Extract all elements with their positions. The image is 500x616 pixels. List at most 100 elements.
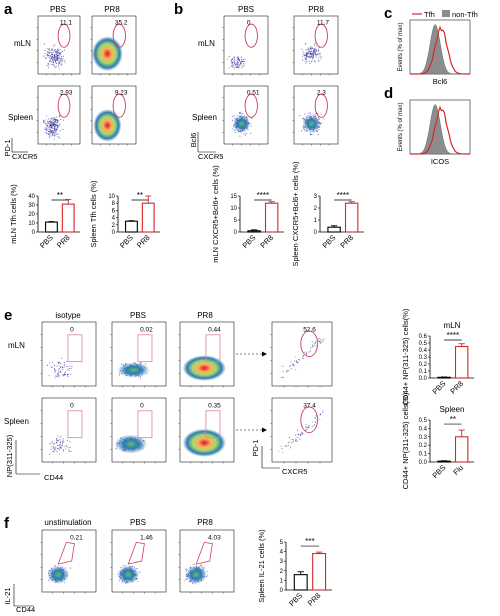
event-dot xyxy=(240,111,242,113)
event-dot xyxy=(58,52,60,54)
y-tick-label: 0.1 xyxy=(419,369,428,375)
event-dot xyxy=(54,371,56,374)
y-axis-label: IL-21 xyxy=(3,587,12,604)
y-tick-label: 8 xyxy=(112,201,116,207)
event-dot xyxy=(49,453,51,455)
gate xyxy=(300,330,319,358)
event-dot xyxy=(50,448,52,450)
event-dot xyxy=(306,52,308,54)
event-dot xyxy=(238,66,240,68)
flow-plot xyxy=(110,397,167,464)
y-axis-label: PD-1 xyxy=(3,139,12,156)
event-dot xyxy=(308,351,310,353)
event-dot xyxy=(59,54,61,56)
event-dot xyxy=(315,53,317,55)
event-dot xyxy=(58,376,60,378)
event-dot xyxy=(51,441,53,443)
event-dot xyxy=(54,49,56,51)
event-dot xyxy=(306,53,308,55)
arrow-head xyxy=(262,427,267,433)
y-tick-label: 0 xyxy=(280,588,284,594)
event-dot xyxy=(235,65,237,67)
y-axis-label: Bcl6 xyxy=(189,133,198,148)
density-core xyxy=(232,115,251,133)
event-dot xyxy=(57,136,59,138)
event-dot xyxy=(60,447,62,449)
event-dot xyxy=(312,58,314,60)
event-dot xyxy=(44,123,46,125)
event-dot xyxy=(52,447,54,449)
y-tick-label: 0.0 xyxy=(419,376,428,382)
event-dot xyxy=(61,63,63,65)
event-dot xyxy=(47,65,49,67)
event-dot xyxy=(48,127,50,129)
plot-frame xyxy=(111,529,167,593)
event-dot xyxy=(49,122,51,124)
event-dot xyxy=(313,424,316,426)
event-dot xyxy=(120,363,122,365)
gate xyxy=(112,23,126,48)
event-dot xyxy=(49,128,51,131)
gate xyxy=(314,23,328,48)
event-dot xyxy=(312,344,314,346)
event-dot xyxy=(231,58,234,60)
significance-marker: **** xyxy=(257,191,269,200)
bar xyxy=(141,202,155,233)
event-dot xyxy=(300,434,302,436)
event-dot xyxy=(57,53,59,55)
event-dot xyxy=(53,117,56,119)
event-dot xyxy=(54,59,56,61)
event-dot xyxy=(314,42,316,44)
event-dot xyxy=(183,580,185,582)
event-dot xyxy=(57,373,59,375)
event-dot xyxy=(236,66,238,68)
event-dot xyxy=(51,56,53,58)
event-dot xyxy=(62,449,64,451)
event-dot xyxy=(312,52,314,54)
event-dot xyxy=(55,58,58,60)
event-dot xyxy=(193,563,195,566)
event-dot xyxy=(52,124,54,126)
row-label: Spleen xyxy=(4,417,29,426)
event-dot xyxy=(52,63,54,66)
event-dot xyxy=(295,440,297,442)
event-dot xyxy=(319,55,321,57)
category-label: PR8 xyxy=(306,591,323,608)
event-dot xyxy=(53,129,55,131)
event-dot xyxy=(64,582,66,584)
event-dot xyxy=(200,565,202,567)
event-dot xyxy=(59,114,61,117)
event-dot xyxy=(50,124,52,126)
event-dot xyxy=(322,118,324,120)
event-dot xyxy=(310,45,312,47)
event-dot xyxy=(60,64,62,66)
event-dot xyxy=(57,55,59,57)
event-dot xyxy=(290,365,292,367)
event-dot xyxy=(231,64,233,67)
event-dot xyxy=(56,124,58,126)
event-dot xyxy=(48,135,50,137)
event-dot xyxy=(53,123,55,125)
event-dot xyxy=(44,49,46,51)
column-header: PR8 xyxy=(104,5,120,14)
event-dot xyxy=(318,118,320,120)
event-dot xyxy=(286,371,288,373)
event-dot xyxy=(52,122,54,125)
event-dot xyxy=(302,433,304,435)
category-label: PR8 xyxy=(135,233,152,250)
gate-percentage: 0.35 xyxy=(208,403,221,410)
event-dot xyxy=(48,120,50,122)
event-dot xyxy=(312,421,314,423)
event-dot xyxy=(47,54,49,56)
panel-label-a: a xyxy=(4,1,13,18)
event-dot xyxy=(64,370,66,372)
event-dot xyxy=(56,48,59,50)
event-dot xyxy=(298,433,300,435)
event-dot xyxy=(287,445,289,447)
density-core xyxy=(92,36,123,72)
event-dot xyxy=(59,63,61,65)
event-dot xyxy=(62,128,64,130)
bar-chart-b-spleen xyxy=(318,195,364,233)
event-dot xyxy=(59,444,61,446)
gate xyxy=(57,93,71,118)
